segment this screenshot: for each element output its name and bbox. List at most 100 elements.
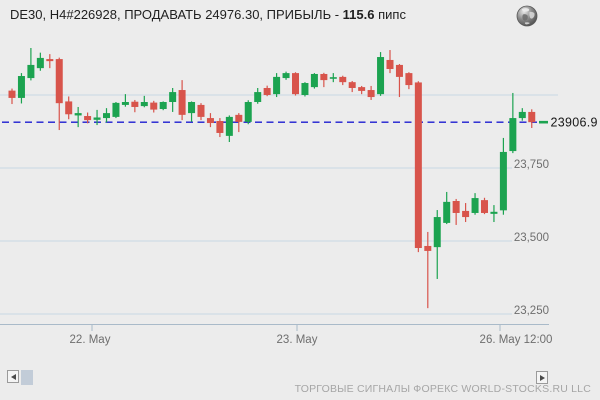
candle-body (348, 82, 356, 88)
candle-body (121, 102, 129, 105)
candle-body (84, 116, 92, 121)
candle-body (244, 102, 252, 122)
candle-body (358, 87, 366, 91)
candlestick (150, 100, 158, 113)
candlestick (103, 108, 110, 123)
candlestick (225, 115, 233, 143)
candle-body (254, 92, 262, 103)
chart-header-title: DE30, H4#226928, ПРОДАВАТЬ 24976.30, ПРИ… (10, 7, 406, 22)
candlestick (433, 210, 441, 279)
candlestick (17, 73, 25, 104)
candle-body (518, 111, 526, 119)
candlestick (282, 71, 290, 80)
candle-body (93, 117, 101, 120)
candlestick (405, 72, 413, 90)
candle-body (433, 217, 441, 248)
candlestick (471, 193, 479, 215)
candlestick (131, 99, 139, 113)
candle-body (225, 116, 233, 136)
candlestick (112, 102, 120, 119)
candlestick (55, 57, 63, 131)
candle-body (112, 102, 120, 117)
y-axis-label: 23,250 (514, 305, 549, 317)
candlestick (395, 64, 403, 98)
candle-body (462, 210, 470, 218)
y-axis-label: 23,500 (514, 232, 549, 244)
scroll-right-button[interactable] (536, 371, 548, 384)
candle-body (377, 57, 385, 95)
candlestick (178, 80, 186, 121)
candlestick (188, 101, 196, 122)
candlestick (84, 112, 92, 124)
candlestick (244, 100, 252, 125)
candlestick (424, 231, 432, 309)
candle-body (55, 59, 63, 104)
x-axis-label: 22. May (70, 334, 111, 346)
candle-body (292, 73, 299, 95)
candle-body (282, 73, 290, 79)
candle-body (499, 151, 507, 211)
candle-body (528, 111, 536, 123)
candle-body (481, 200, 488, 213)
candlestick (301, 82, 309, 97)
candle-body (8, 90, 16, 98)
candle-body (320, 73, 328, 81)
candlestick (452, 198, 460, 225)
candle-body (159, 102, 167, 110)
candlestick (46, 54, 54, 69)
globe-icon-graphic (516, 5, 538, 27)
candle-body (395, 64, 403, 77)
candlestick (518, 108, 526, 121)
candle-body (140, 102, 148, 107)
candle-body (405, 73, 413, 86)
candle-body (263, 87, 271, 95)
header-title-prefix: DE30, H4#226928, ПРОДАВАТЬ 24976.30, ПРИ… (10, 7, 343, 22)
candlestick (481, 197, 488, 215)
arrow-left-icon (10, 373, 16, 380)
candlestick (310, 73, 318, 89)
candlestick (509, 92, 517, 154)
candle-body (452, 200, 460, 213)
candlestick (27, 47, 35, 81)
candle-body (46, 59, 54, 62)
candlestick (93, 109, 101, 126)
candlestick (140, 95, 148, 108)
candlestick (121, 94, 129, 107)
candlestick (367, 85, 375, 100)
arrow-right-icon (539, 374, 545, 381)
candle-body (443, 201, 451, 223)
candlestick (292, 72, 299, 96)
candlestick (216, 118, 224, 138)
scroll-left-button[interactable] (7, 370, 19, 383)
candlestick (462, 203, 470, 223)
candle-body (301, 83, 309, 95)
candle-body (367, 90, 375, 98)
candlestick (329, 73, 337, 83)
candlestick (263, 85, 271, 97)
candle-body (471, 198, 479, 213)
candle-body (150, 102, 158, 110)
candle-body (490, 211, 498, 214)
candle-body (235, 114, 243, 122)
branding-text: ТОРГОВЫЕ СИГНАЛЫ ФОРЕКС WORLD-STOCKS.RU … (294, 383, 591, 395)
scrollbar-thumb[interactable] (21, 370, 33, 385)
candlestick (254, 87, 262, 104)
candle-body (178, 90, 186, 115)
y-axis-label: 23,750 (514, 159, 549, 171)
candlestick (169, 87, 177, 112)
candle-body (216, 120, 224, 133)
globe-icon[interactable] (515, 4, 539, 28)
candlestick (443, 191, 451, 225)
candlestick (197, 103, 205, 121)
candle-body (197, 104, 205, 117)
candle-body (273, 76, 281, 95)
candlestick (159, 101, 167, 111)
candlestick (8, 88, 16, 105)
candle-body (310, 73, 318, 88)
current-price-label: 23906.9 (551, 116, 598, 130)
candlestick (65, 96, 73, 120)
candle-body (339, 76, 347, 83)
candle-body (414, 82, 422, 249)
candlestick (36, 52, 44, 71)
